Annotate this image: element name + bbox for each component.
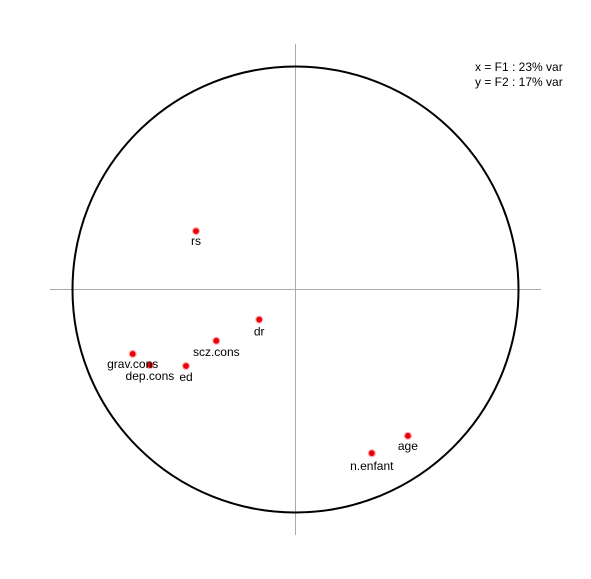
point-dr [255, 315, 264, 324]
point-ed [181, 361, 191, 371]
point-scz-cons [212, 336, 221, 345]
points-layer [128, 227, 412, 458]
point-dep-cons [145, 361, 154, 370]
point-label-scz-cons: scz.cons [193, 345, 240, 359]
point-label-ed: ed [179, 370, 192, 384]
point-grav-cons [128, 349, 137, 358]
point-label-dr: dr [254, 325, 265, 339]
inertia-label-x: x = F1 : 23% var [475, 60, 563, 74]
point-label-age: age [398, 439, 418, 453]
point-label-n-enfant: n.enfant [350, 459, 394, 473]
point-n-enfant [367, 449, 376, 458]
inertia-label-y: y = F2 : 17% var [475, 75, 563, 89]
point-label-dep-cons: dep.cons [126, 369, 175, 383]
correlation-circle [71, 65, 520, 514]
point-label-grav-cons: grav.cons [107, 357, 158, 371]
point-label-rs: rs [191, 234, 201, 248]
point-age [403, 431, 412, 440]
point-rs [191, 227, 201, 236]
